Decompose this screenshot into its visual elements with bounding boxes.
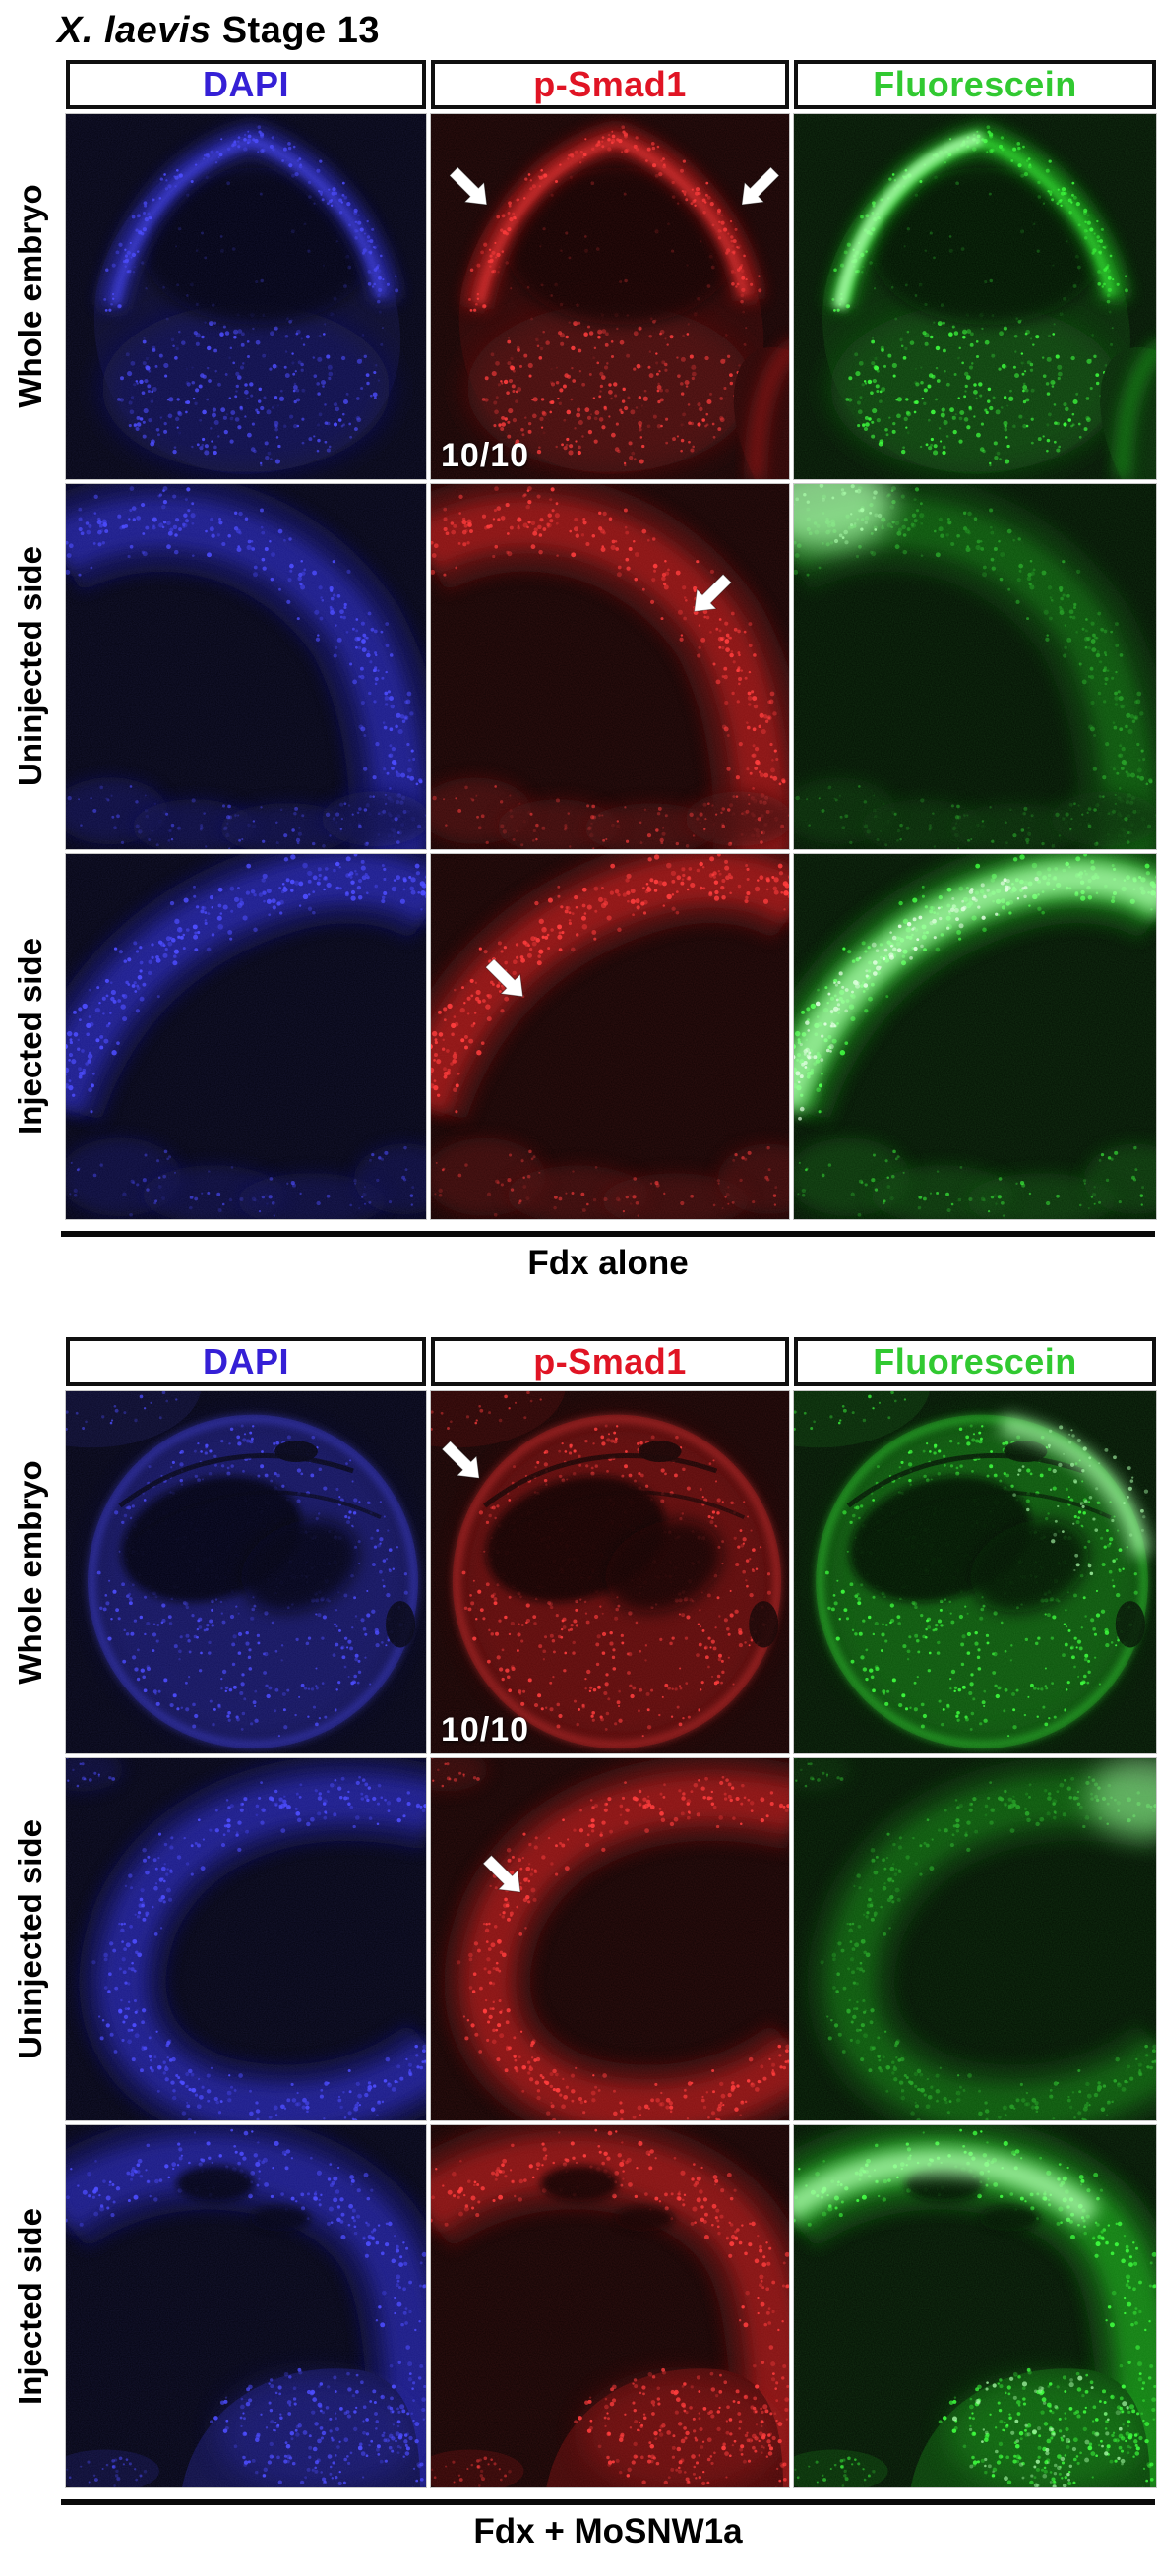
row-label-cell-uninjected-side: Uninjected side [0, 484, 61, 849]
channel-header-psmad1: p-Smad1 [431, 1337, 789, 1386]
micrograph-fdx-alone-uninjected-side-fluorescein [794, 484, 1156, 849]
micrograph-image [794, 114, 1156, 479]
channel-header-dapi: DAPI [66, 1337, 426, 1386]
micrograph-fdx-alone-whole-embryo-fluorescein [794, 114, 1156, 479]
micrograph-fdx-mosnw1a-uninjected-side-psmad1 [431, 1758, 789, 2120]
micrograph-fdx-alone-whole-embryo-dapi [66, 114, 426, 479]
channel-header-label: p-Smad1 [533, 64, 687, 105]
row-label: Injected side [12, 2208, 49, 2405]
species-name: X. laevis [57, 10, 212, 51]
micrograph-image [66, 2125, 426, 2487]
micrograph-image [794, 484, 1156, 849]
micrograph-fdx-alone-uninjected-side-psmad1 [431, 484, 789, 849]
row-label-cell-injected-side: Injected side [0, 2125, 61, 2487]
channel-header-label: DAPI [203, 64, 289, 105]
figure-title: X. laevis Stage 13 [0, 0, 1157, 60]
micrograph-image [794, 1758, 1156, 2120]
row-label: Injected side [12, 938, 49, 1135]
row-label: Whole embryo [12, 184, 49, 407]
micrograph-fdx-mosnw1a-injected-side-psmad1 [431, 2125, 789, 2487]
micrograph-fdx-mosnw1a-injected-side-fluorescein [794, 2125, 1156, 2487]
micrograph-image [431, 484, 789, 849]
channel-header-label: Fluorescein [873, 1341, 1077, 1382]
micrograph-fdx-mosnw1a-uninjected-side-dapi [66, 1758, 426, 2120]
micrograph-fdx-mosnw1a-whole-embryo-dapi [66, 1391, 426, 1753]
micrograph-fdx-alone-injected-side-fluorescein [794, 854, 1156, 1219]
channel-header-label: Fluorescein [873, 64, 1077, 105]
panel-grid-fdx-alone: DAPI p-Smad1 Fluorescein Whole embryo 10/10 U… [0, 60, 1157, 1219]
micrograph-image [431, 854, 789, 1219]
channel-header-psmad1: p-Smad1 [431, 60, 789, 109]
row-label-cell-injected-side: Injected side [0, 854, 61, 1219]
micrograph-image [66, 1758, 426, 2120]
row-label: Whole embryo [12, 1460, 49, 1684]
micrograph-image [66, 854, 426, 1219]
channel-header-label: p-Smad1 [533, 1341, 687, 1382]
micrograph-image [66, 484, 426, 849]
row-label-cell-whole-embryo: Whole embryo [0, 1391, 61, 1753]
row-label: Uninjected side [12, 546, 49, 786]
micrograph-image [794, 2125, 1156, 2487]
row-label-cell-whole-embryo: Whole embryo [0, 114, 61, 479]
header-spacer [0, 1337, 61, 1386]
channel-header-label: DAPI [203, 1341, 289, 1382]
micrograph-fdx-alone-whole-embryo-psmad1: 10/10 [431, 114, 789, 479]
micrograph-image [66, 1391, 426, 1753]
micrograph-image [66, 114, 426, 479]
group-gap [0, 1292, 1157, 1337]
header-spacer [0, 60, 61, 109]
micrograph-image [431, 114, 789, 479]
channel-header-fluorescein: Fluorescein [794, 60, 1156, 109]
group-caption-fdx-mosnw1a: Fdx + MoSNW1a [61, 2505, 1155, 2560]
channel-header-dapi: DAPI [66, 60, 426, 109]
panel-grid-fdx-mosnw1a: DAPI p-Smad1 Fluorescein Whole embryo 10/10 U… [0, 1337, 1157, 2487]
count-label: 10/10 [441, 437, 529, 475]
micrograph-image [431, 2125, 789, 2487]
figure-body: DAPI p-Smad1 Fluorescein Whole embryo 10/10 U… [0, 60, 1157, 2560]
micrograph-fdx-alone-uninjected-side-dapi [66, 484, 426, 849]
micrograph-fdx-mosnw1a-injected-side-dapi [66, 2125, 426, 2487]
micrograph-fdx-mosnw1a-whole-embryo-psmad1: 10/10 [431, 1391, 789, 1753]
group-caption-fdx-alone: Fdx alone [61, 1237, 1155, 1292]
channel-header-fluorescein: Fluorescein [794, 1337, 1156, 1386]
micrograph-fdx-alone-injected-side-psmad1 [431, 854, 789, 1219]
count-label: 10/10 [441, 1711, 529, 1749]
row-label-cell-uninjected-side: Uninjected side [0, 1758, 61, 2120]
micrograph-fdx-mosnw1a-uninjected-side-fluorescein [794, 1758, 1156, 2120]
stage-text: Stage 13 [222, 10, 380, 51]
row-label: Uninjected side [12, 1819, 49, 2059]
micrograph-image [794, 854, 1156, 1219]
micrograph-fdx-alone-injected-side-dapi [66, 854, 426, 1219]
micrograph-image [431, 1391, 789, 1753]
micrograph-image [431, 1758, 789, 2120]
micrograph-fdx-mosnw1a-whole-embryo-fluorescein [794, 1391, 1156, 1753]
micrograph-image [794, 1391, 1156, 1753]
